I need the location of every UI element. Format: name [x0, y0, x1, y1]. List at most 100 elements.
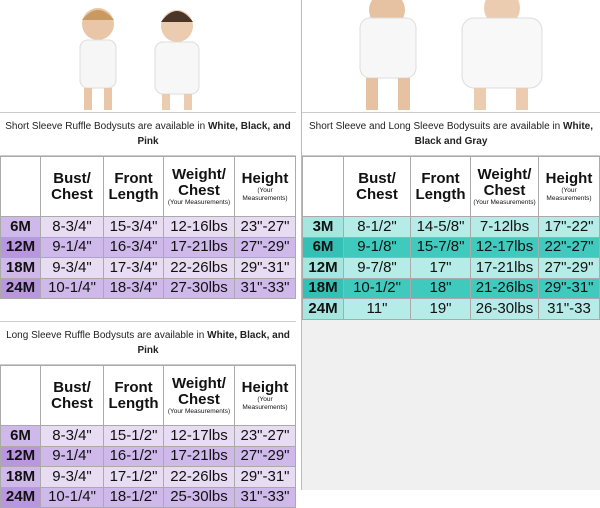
header-row: Bust/ Chest Front Length Weight/ Chest (You…: [302, 156, 600, 217]
table-row: 18M 10-1/2" 18" 21-26lbs 29"-31": [302, 277, 600, 299]
cell: 15-3/4": [103, 216, 164, 238]
cell: 11": [343, 298, 411, 320]
table-row: 24M 10-1/4" 18-3/4" 27-30lbs 31"-33": [0, 277, 296, 299]
column-header-front: Front Length: [103, 365, 164, 426]
cell: 10-1/4": [40, 486, 104, 508]
column-header-bust: Bust/ Chest: [40, 156, 104, 217]
size-header: [302, 156, 344, 217]
cell: 9-1/4": [40, 236, 104, 258]
header-note: (Your Measurements): [167, 407, 231, 415]
cell: 7-12lbs: [470, 216, 539, 238]
cell: 8-3/4": [40, 216, 104, 238]
header-note: (Your Measurements): [242, 186, 288, 202]
header-label: Weight/ Chest: [477, 165, 532, 199]
long-ruffle-size-table: Bust/ Chest Front Length Weight/ Chest (You…: [0, 365, 296, 508]
size-header: [0, 365, 41, 426]
cell: 9-7/8": [343, 257, 411, 279]
size-label: 6M: [0, 425, 41, 447]
bodysuit-photo: [302, 0, 600, 113]
cell: 21-26lbs: [470, 277, 539, 299]
header-label: Bust/ Chest: [356, 169, 398, 203]
cell: 29"-31": [234, 466, 296, 488]
table-row: 24M 10-1/4" 18-1/2" 25-30lbs 31"-33": [0, 486, 296, 508]
size-label: 12M: [0, 445, 41, 467]
cell: 15-1/2": [103, 425, 164, 447]
short-ruffle-caption: Short Sleeve Ruffle Bodysuts are availab…: [0, 113, 296, 156]
cell: 8-3/4": [40, 425, 104, 447]
cell: 14-5/8": [410, 216, 471, 238]
cell: 31"-33": [234, 486, 296, 508]
cell: 9-1/8": [343, 236, 411, 258]
cell: 12-17lbs: [470, 236, 539, 258]
cell: 8-1/2": [343, 216, 411, 238]
size-header: [0, 156, 41, 217]
cell: 26-30lbs: [470, 298, 539, 320]
cell: 27"-29": [234, 236, 296, 258]
header-label: Bust/ Chest: [51, 378, 93, 412]
caption-colors: White, Black and Gray: [414, 121, 594, 147]
header-label: Bust/ Chest: [51, 169, 93, 203]
cell: 9-1/4": [40, 445, 104, 467]
cell: 17-3/4": [103, 257, 164, 279]
cell: 12-16lbs: [163, 216, 235, 238]
column-header-weight: Weight/ Chest (Your Measurements): [163, 365, 235, 426]
cell: 17"-22": [538, 216, 600, 238]
caption-text: Long Sleeve Ruffle Bodysuts are availabl…: [6, 330, 208, 341]
table-row: 18M 9-3/4" 17-1/2" 22-26lbs 29"-31": [0, 466, 296, 488]
header-note: (Your Measurements): [167, 198, 231, 206]
right-column: Short Sleeve and Long Sleeve Bodysuits a…: [301, 0, 600, 490]
caption-text: Short Sleeve Ruffle Bodysuts are availab…: [5, 121, 208, 132]
column-header-weight: Weight/ Chest (Your Measurements): [470, 156, 539, 217]
cell: 22-26lbs: [163, 466, 235, 488]
cell: 10-1/4": [40, 277, 104, 299]
table-row: 6M 8-3/4" 15-1/2" 12-17lbs 23"-27": [0, 425, 296, 447]
column-header-height: Height (Your Measurements): [234, 365, 296, 426]
cell: 29"-31": [234, 257, 296, 279]
size-label: 18M: [302, 277, 344, 299]
cell: 15-7/8": [410, 236, 471, 258]
header-row: Bust/ Chest Front Length Weight/ Chest (You…: [0, 365, 296, 426]
header-note: (Your Measurements): [242, 395, 288, 411]
cell: 22"-27": [538, 236, 600, 258]
header-label: Height: [241, 378, 289, 396]
size-label: 12M: [0, 236, 41, 258]
cell: 31"-33": [234, 277, 296, 299]
column-header-bust: Bust/ Chest: [40, 365, 104, 426]
header-row: Bust/ Chest Front Length Weight/ Chest (You…: [0, 156, 296, 217]
cell: 23"-27": [234, 425, 296, 447]
header-label: Height: [241, 169, 289, 187]
cell: 17-21lbs: [163, 236, 235, 258]
header-label: Front Length: [108, 378, 159, 412]
column-header-front: Front Length: [410, 156, 471, 217]
cell: 31"-33: [538, 298, 600, 320]
table-row: 24M 11" 19" 26-30lbs 31"-33: [302, 298, 600, 320]
column-header-weight: Weight/ Chest (Your Measurements): [163, 156, 235, 217]
column-header-front: Front Length: [103, 156, 164, 217]
size-label: 12M: [302, 257, 344, 279]
cell: 27"-29": [234, 445, 296, 467]
column-header-height: Height (Your Measurements): [538, 156, 600, 217]
cell: 17": [410, 257, 471, 279]
baby-models-image: [359, 0, 543, 110]
table-row: 6M 9-1/8" 15-7/8" 12-17lbs 22"-27": [302, 236, 600, 258]
cell: 27"-29": [538, 257, 600, 279]
header-label: Front Length: [108, 169, 159, 203]
header-label: Front Length: [415, 169, 466, 203]
cell: 16-3/4": [103, 236, 164, 258]
baby-models-image: [79, 8, 200, 110]
cell: 18-1/2": [103, 486, 164, 508]
caption-colors: White, Black, and Pink: [137, 330, 290, 356]
cell: 18-3/4": [103, 277, 164, 299]
size-label: 18M: [0, 466, 41, 488]
cell: 25-30lbs: [163, 486, 235, 508]
left-column: Short Sleeve Ruffle Bodysuts are availab…: [0, 0, 296, 508]
cell: 29"-31": [538, 277, 600, 299]
cell: 22-26lbs: [163, 257, 235, 279]
column-header-height: Height (Your Measurements): [234, 156, 296, 217]
header-note: (Your Measurements): [546, 186, 592, 202]
header-label: Height: [545, 169, 593, 187]
table-row: 12M 9-7/8" 17" 17-21lbs 27"-29": [302, 257, 600, 279]
long-ruffle-caption: Long Sleeve Ruffle Bodysuts are availabl…: [0, 321, 296, 365]
short-ruffle-size-table: Bust/ Chest Front Length Weight/ Chest (You…: [0, 156, 296, 299]
size-label: 6M: [302, 236, 344, 258]
